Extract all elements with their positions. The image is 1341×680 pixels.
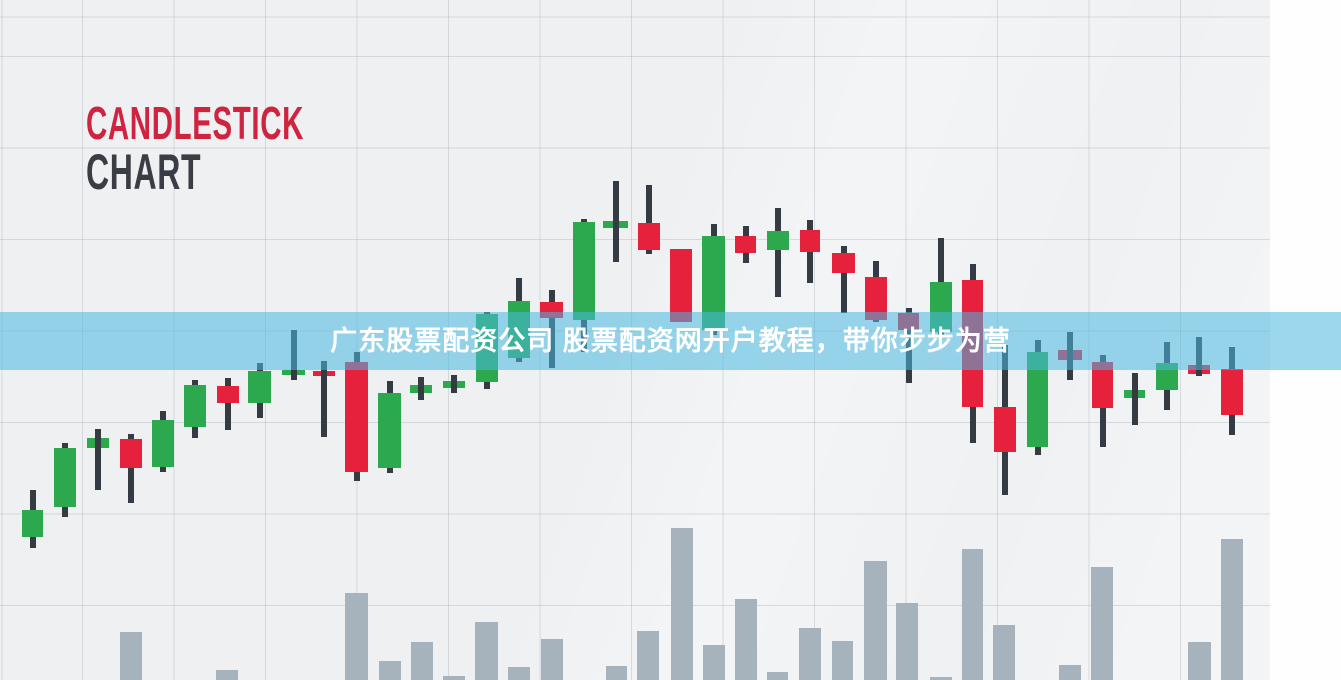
brand-title: CANDLESTICK CHART <box>86 100 427 197</box>
volume-bar <box>832 641 853 680</box>
candle-wick <box>451 375 457 393</box>
candle-wick <box>95 429 101 490</box>
candle-body <box>54 448 76 507</box>
candle-body <box>702 236 725 330</box>
candle-body <box>994 407 1016 452</box>
volume-bar <box>799 628 821 680</box>
volume-bar <box>1221 539 1243 680</box>
volume-bar <box>1188 642 1211 680</box>
candle-body <box>217 386 239 403</box>
candle-body <box>638 223 660 250</box>
volume-bar <box>1059 665 1081 680</box>
candle-body <box>800 230 820 252</box>
candle-body <box>184 385 206 427</box>
volume-bar <box>443 676 465 680</box>
candle-wick <box>418 377 424 400</box>
volume-bar <box>411 642 433 680</box>
candle-body <box>1221 369 1243 415</box>
volume-bar <box>962 549 983 680</box>
candle-body <box>248 371 271 403</box>
candle-body <box>378 393 401 468</box>
candle-wick <box>840 246 847 313</box>
candle-wick <box>1131 373 1138 425</box>
candle-body <box>735 236 756 253</box>
headline-banner: 广东股票配资公司 股票配资网开户教程，带你步步为营 <box>0 312 1341 370</box>
volume-bar <box>637 631 659 680</box>
candle-body <box>865 277 887 320</box>
candle-wick <box>321 361 327 437</box>
volume-bar <box>930 677 952 680</box>
headline-text: 广东股票配资公司 股票配资网开户教程，带你步步为营 <box>330 326 1011 356</box>
volume-bar <box>606 666 627 680</box>
volume-bar <box>120 632 142 680</box>
volume-bar <box>993 625 1015 680</box>
candle-wick <box>128 434 134 503</box>
volume-bar <box>1091 567 1113 680</box>
candle-body <box>1092 362 1113 408</box>
brand-title-line1: CANDLESTICK <box>86 97 305 149</box>
candle-wick <box>646 185 652 254</box>
candle-wick <box>775 208 781 297</box>
candle-body <box>767 231 789 250</box>
volume-bar <box>475 622 498 680</box>
brand-title-line2: CHART <box>86 144 202 200</box>
volume-bar <box>703 645 725 680</box>
volume-bar <box>767 672 788 680</box>
volume-bar <box>864 561 887 680</box>
volume-bar <box>379 661 401 680</box>
volume-bar <box>508 667 530 680</box>
candle-body <box>345 362 368 472</box>
volume-bar <box>541 639 563 680</box>
candle-wick <box>225 378 231 430</box>
candle-body <box>573 222 595 320</box>
candle-body <box>152 420 174 467</box>
candle-body <box>1027 352 1048 447</box>
volume-bar <box>896 603 918 680</box>
candle-wick <box>612 181 619 262</box>
candle-body <box>832 253 855 273</box>
volume-bar <box>671 528 693 680</box>
candle-body <box>22 510 43 537</box>
volume-bar <box>345 593 368 680</box>
candle-body <box>120 439 142 468</box>
volume-bar <box>735 599 757 680</box>
candle-body <box>670 249 692 322</box>
volume-bar <box>216 670 238 680</box>
